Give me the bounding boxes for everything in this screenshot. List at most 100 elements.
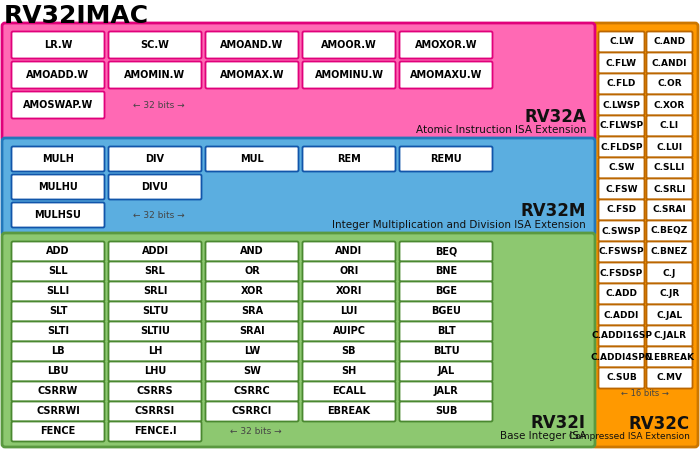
FancyBboxPatch shape xyxy=(647,304,692,326)
FancyBboxPatch shape xyxy=(108,261,202,282)
FancyBboxPatch shape xyxy=(598,326,645,347)
Text: EBREAK: EBREAK xyxy=(328,406,370,417)
Text: C.AND: C.AND xyxy=(653,38,685,47)
Text: LW: LW xyxy=(244,347,260,357)
FancyBboxPatch shape xyxy=(108,401,202,422)
Text: ORI: ORI xyxy=(340,267,358,277)
FancyBboxPatch shape xyxy=(11,382,104,401)
FancyBboxPatch shape xyxy=(108,31,202,58)
FancyBboxPatch shape xyxy=(400,401,493,422)
Text: AND: AND xyxy=(240,247,264,256)
Text: LB: LB xyxy=(51,347,65,357)
Text: C.FLW: C.FLW xyxy=(606,58,637,67)
FancyBboxPatch shape xyxy=(647,347,692,367)
Text: C.BNEZ: C.BNEZ xyxy=(651,247,688,256)
FancyBboxPatch shape xyxy=(11,202,104,228)
FancyBboxPatch shape xyxy=(400,31,493,58)
Text: XORI: XORI xyxy=(336,286,362,296)
FancyBboxPatch shape xyxy=(108,382,202,401)
FancyBboxPatch shape xyxy=(302,31,395,58)
Text: C.SWSP: C.SWSP xyxy=(602,226,641,235)
Text: AMOADD.W: AMOADD.W xyxy=(27,70,90,80)
Text: ← 32 bits →: ← 32 bits → xyxy=(230,427,281,436)
FancyBboxPatch shape xyxy=(108,321,202,342)
Text: REM: REM xyxy=(337,154,361,164)
Text: C.LUI: C.LUI xyxy=(657,142,682,151)
FancyBboxPatch shape xyxy=(598,158,645,179)
FancyBboxPatch shape xyxy=(302,382,395,401)
FancyBboxPatch shape xyxy=(647,136,692,158)
FancyBboxPatch shape xyxy=(302,361,395,382)
FancyBboxPatch shape xyxy=(302,301,395,321)
FancyBboxPatch shape xyxy=(11,282,104,301)
Text: C.ADD: C.ADD xyxy=(606,290,638,299)
Text: SLTIU: SLTIU xyxy=(140,326,170,336)
Text: AMOMINU.W: AMOMINU.W xyxy=(314,70,384,80)
Text: SC.W: SC.W xyxy=(141,40,169,50)
FancyBboxPatch shape xyxy=(11,361,104,382)
FancyBboxPatch shape xyxy=(108,361,202,382)
Text: CSRRCI: CSRRCI xyxy=(232,406,272,417)
Text: SH: SH xyxy=(342,366,356,377)
Text: ECALL: ECALL xyxy=(332,387,366,396)
FancyBboxPatch shape xyxy=(206,282,298,301)
FancyBboxPatch shape xyxy=(400,342,493,361)
FancyBboxPatch shape xyxy=(598,283,645,304)
Text: SUB: SUB xyxy=(435,406,457,417)
Text: AMOMIN.W: AMOMIN.W xyxy=(125,70,186,80)
Text: C.ADDI4SPN: C.ADDI4SPN xyxy=(590,352,652,361)
FancyBboxPatch shape xyxy=(647,115,692,136)
FancyBboxPatch shape xyxy=(400,146,493,172)
Text: C.LI: C.LI xyxy=(660,122,679,131)
Text: AMOSWAP.W: AMOSWAP.W xyxy=(23,100,93,110)
Text: BGEU: BGEU xyxy=(431,307,461,317)
FancyBboxPatch shape xyxy=(598,31,645,53)
FancyBboxPatch shape xyxy=(400,261,493,282)
Text: SLLI: SLLI xyxy=(46,286,69,296)
FancyBboxPatch shape xyxy=(302,342,395,361)
Text: C.ADDI: C.ADDI xyxy=(604,311,639,320)
Text: C.JAL: C.JAL xyxy=(657,311,682,320)
FancyBboxPatch shape xyxy=(2,138,595,236)
Text: LUI: LUI xyxy=(340,307,358,317)
Text: Integer Multiplication and Division ISA Extension: Integer Multiplication and Division ISA … xyxy=(332,220,586,230)
Text: AMOMAXU.W: AMOMAXU.W xyxy=(410,70,482,80)
Text: C.EBREAK: C.EBREAK xyxy=(645,352,694,361)
FancyBboxPatch shape xyxy=(302,62,395,88)
FancyBboxPatch shape xyxy=(302,242,395,261)
Text: C.FLWSP: C.FLWSP xyxy=(599,122,643,131)
Text: CSRRSI: CSRRSI xyxy=(135,406,175,417)
Text: XOR: XOR xyxy=(241,286,263,296)
FancyBboxPatch shape xyxy=(302,321,395,342)
Text: FENCE: FENCE xyxy=(41,427,76,436)
Text: OR: OR xyxy=(244,267,260,277)
Text: C.LW: C.LW xyxy=(609,38,634,47)
FancyBboxPatch shape xyxy=(108,146,202,172)
FancyBboxPatch shape xyxy=(647,242,692,263)
Text: AMOXOR.W: AMOXOR.W xyxy=(414,40,477,50)
FancyBboxPatch shape xyxy=(108,282,202,301)
FancyBboxPatch shape xyxy=(11,175,104,199)
Text: C.ANDI: C.ANDI xyxy=(652,58,687,67)
FancyBboxPatch shape xyxy=(108,242,202,261)
FancyBboxPatch shape xyxy=(11,146,104,172)
FancyBboxPatch shape xyxy=(302,261,395,282)
Text: C.MV: C.MV xyxy=(657,374,682,383)
FancyBboxPatch shape xyxy=(400,382,493,401)
Text: SB: SB xyxy=(342,347,356,357)
FancyBboxPatch shape xyxy=(647,31,692,53)
FancyBboxPatch shape xyxy=(647,74,692,94)
FancyBboxPatch shape xyxy=(400,242,493,261)
Text: C.FSW: C.FSW xyxy=(606,185,638,194)
FancyBboxPatch shape xyxy=(400,321,493,342)
FancyBboxPatch shape xyxy=(2,23,595,141)
Text: FENCE.I: FENCE.I xyxy=(134,427,176,436)
Text: SLTU: SLTU xyxy=(142,307,168,317)
Text: ADDI: ADDI xyxy=(141,247,169,256)
Text: DIV: DIV xyxy=(146,154,164,164)
Text: AUIPC: AUIPC xyxy=(332,326,365,336)
Text: REMU: REMU xyxy=(430,154,462,164)
FancyBboxPatch shape xyxy=(647,326,692,347)
Text: CSRRC: CSRRC xyxy=(234,387,270,396)
FancyBboxPatch shape xyxy=(206,321,298,342)
